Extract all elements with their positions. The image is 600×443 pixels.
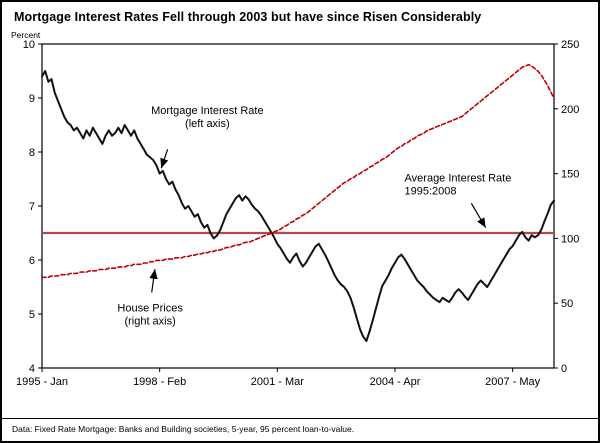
svg-text:200: 200 bbox=[561, 104, 579, 116]
svg-text:House Prices(right axis): House Prices (right axis) bbox=[117, 302, 183, 327]
svg-text:6: 6 bbox=[29, 255, 35, 267]
svg-text:2007 - May: 2007 - May bbox=[485, 376, 541, 388]
svg-text:2001 - Mar: 2001 - Mar bbox=[251, 376, 305, 388]
svg-text:0: 0 bbox=[561, 363, 567, 375]
svg-text:250: 250 bbox=[561, 39, 579, 51]
svg-text:Percent: Percent bbox=[11, 30, 41, 40]
svg-text:4: 4 bbox=[29, 363, 35, 375]
svg-text:1995 - Jan: 1995 - Jan bbox=[16, 376, 68, 388]
svg-text:100: 100 bbox=[561, 233, 579, 245]
svg-text:10: 10 bbox=[23, 39, 35, 51]
svg-text:150: 150 bbox=[561, 169, 579, 181]
chart-title: Mortgage Interest Rates Fell through 200… bbox=[14, 10, 482, 24]
svg-text:7: 7 bbox=[29, 201, 35, 213]
svg-text:1998 - Feb: 1998 - Feb bbox=[133, 376, 186, 388]
svg-text:9: 9 bbox=[29, 93, 35, 105]
svg-text:2004 - Apr: 2004 - Apr bbox=[370, 376, 421, 388]
svg-text:8: 8 bbox=[29, 147, 35, 159]
svg-text:Mortgage Interest Rate(left ax: Mortgage Interest Rate (left axis) bbox=[151, 105, 264, 130]
chart-footnote: Data: Fixed Rate Mortgage: Banks and Bui… bbox=[2, 418, 598, 441]
svg-text:50: 50 bbox=[561, 298, 573, 310]
svg-text:5: 5 bbox=[29, 309, 35, 321]
